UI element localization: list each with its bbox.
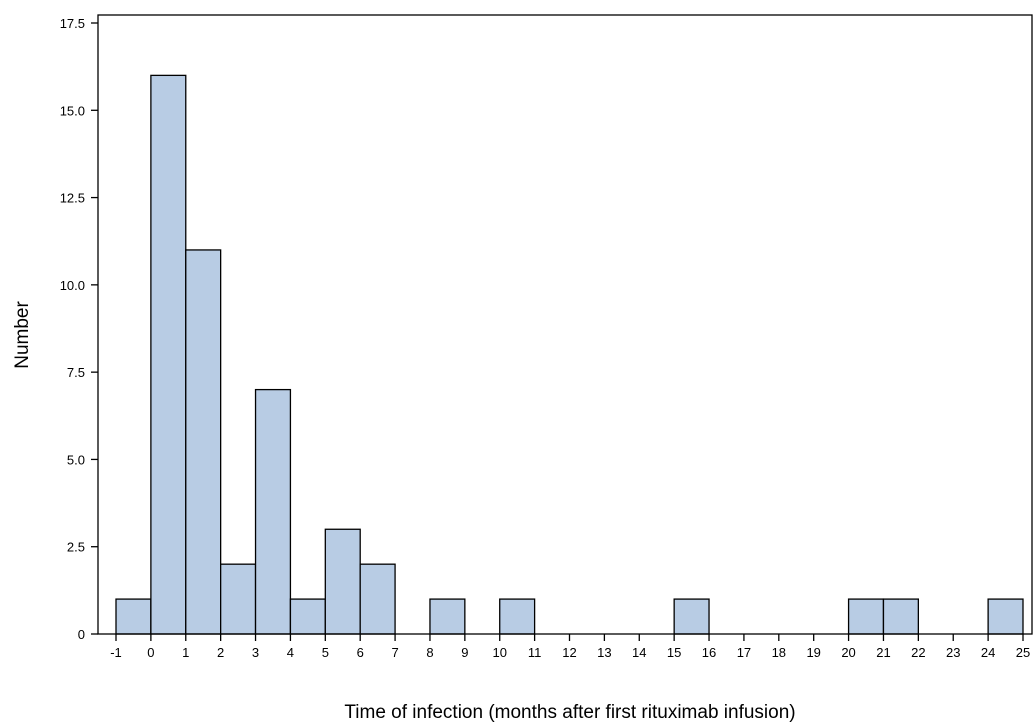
x-tick-label: -1 — [110, 645, 122, 660]
y-axis: 0 2.5 5.0 7.5 10.0 12.5 15.0 17.5 — [60, 16, 98, 642]
y-tick-label: 2.5 — [67, 540, 85, 555]
bar-6 — [324, 528, 361, 635]
bar-10 — [673, 598, 710, 635]
x-tick-label: 1 — [182, 645, 189, 660]
x-tick-label: 11 — [528, 645, 542, 660]
x-tick-label: 13 — [597, 645, 611, 660]
bar-7 — [359, 563, 396, 635]
bar-13 — [987, 598, 1024, 635]
x-axis-title: Time of infection (months after first ri… — [344, 702, 795, 723]
y-tick-label: 7.5 — [67, 365, 85, 380]
x-tick-label: 4 — [287, 645, 294, 660]
plot-frame — [97, 14, 1033, 635]
bar-11 — [847, 598, 885, 635]
x-axis: -1 0 1 2 3 4 5 6 7 8 9 10 11 12 13 14 15 16 17 18 19 20 21 22 23… — [110, 634, 1030, 660]
x-tick-label: 0 — [147, 645, 154, 660]
x-tick-label: 21 — [876, 645, 890, 660]
x-tick-label: 18 — [772, 645, 786, 660]
y-axis-title: Number — [12, 301, 33, 369]
y-tick-label: 0 — [78, 627, 85, 642]
x-tick-label: 6 — [357, 645, 364, 660]
y-tick-label: 12.5 — [60, 191, 85, 206]
x-tick-label: 22 — [911, 645, 925, 660]
x-tick-label: 20 — [841, 645, 855, 660]
bar-8 — [429, 598, 466, 635]
x-tick-label: 3 — [252, 645, 259, 660]
bar-12 — [882, 598, 919, 635]
x-tick-label: 2 — [217, 645, 224, 660]
y-tick-label: 10.0 — [60, 278, 85, 293]
x-tick-label: 15 — [667, 645, 681, 660]
bar-0 — [115, 598, 152, 635]
bar-3 — [220, 563, 257, 635]
y-tick-label: 17.5 — [60, 16, 85, 31]
x-tick-label: 16 — [702, 645, 716, 660]
x-tick-label: 8 — [426, 645, 433, 660]
x-tick-label: 17 — [737, 645, 751, 660]
x-tick-label: 9 — [461, 645, 468, 660]
x-tick-label: 23 — [946, 645, 960, 660]
x-tick-label: 5 — [322, 645, 329, 660]
bar-5 — [289, 598, 326, 635]
y-tick-label: 15.0 — [60, 103, 85, 118]
x-tick-label: 24 — [981, 645, 995, 660]
bar-4 — [254, 388, 292, 635]
bar-9 — [499, 598, 536, 635]
x-tick-label: 12 — [562, 645, 576, 660]
x-tick-label: 19 — [806, 645, 820, 660]
bars-group — [115, 74, 1024, 635]
bar-2 — [185, 249, 222, 635]
bar-1 — [150, 74, 187, 635]
x-tick-label: 25 — [1016, 645, 1030, 660]
x-tick-label: 7 — [391, 645, 398, 660]
x-tick-label: 10 — [492, 645, 506, 660]
x-tick-label: 14 — [632, 645, 646, 660]
y-tick-label: 5.0 — [67, 452, 85, 467]
